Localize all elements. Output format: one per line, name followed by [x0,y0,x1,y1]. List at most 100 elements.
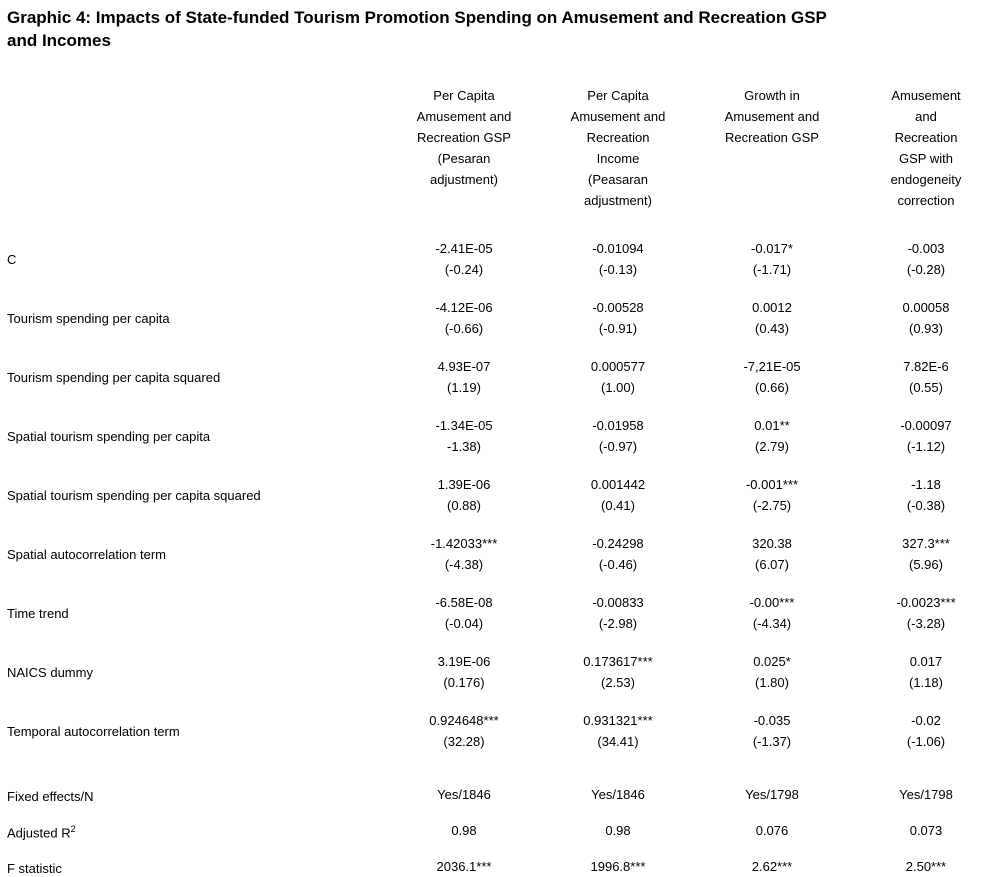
cell: 7.82E-6 (0.55) [849,356,1003,415]
coefficient-value: -1.34E-05 [435,418,493,433]
cell: -1.42033*** (-4.38) [387,533,541,592]
t-statistic: -1.38) [447,439,481,454]
t-statistic: (2.53) [601,675,635,690]
coefficient-value: -1.42033*** [430,536,498,551]
t-statistic: (34.41) [597,734,639,749]
cell: 0.001442 (0.41) [541,474,695,533]
t-statistic: (-0.97) [598,439,638,454]
coefficient-value: 1.39E-06 [437,477,491,492]
table-row: Spatial autocorrelation term -1.42033*** (… [7,533,1003,592]
table-body: C -2.41E-05 (-0.24) -0.01094 (-0.13) -0.017* (… [7,238,1003,877]
coefficient-value: 0.00058 [902,300,950,315]
summary-value: 0.073 [909,823,943,838]
t-statistic: (2.79) [755,439,789,454]
t-statistic: (1.00) [601,380,635,395]
coefficient-value: 3.19E-06 [437,654,491,669]
cell: 0.025* (1.80) [695,651,849,710]
summary-value: 0.98 [605,823,631,838]
table-row: NAICS dummy 3.19E-06 (0.176) 0.173617*** (2.… [7,651,1003,710]
t-statistic: (6.07) [755,557,789,572]
summary-value: Yes/1846 [437,787,491,802]
summary-value: 2.62*** [751,859,793,874]
summary-value: 0.98 [451,823,477,838]
t-statistic: (0.176) [443,675,485,690]
t-statistic: (0.43) [755,321,789,336]
table-row: Tourism spending per capita squared 4.93E… [7,356,1003,415]
coefficient-value: -0.00097 [900,418,952,433]
cell: -0.00097 (-1.12) [849,415,1003,474]
coefficient-value: -0.00*** [749,595,795,610]
cell: -7,21E-05 (0.66) [695,356,849,415]
cell: -0.0023*** (-3.28) [849,592,1003,651]
t-statistic: (-4.34) [752,616,792,631]
column-header: Growth in Amusement and Recreation GSP [724,88,820,145]
column-header: Per Capita Amusement and Recreation GSP … [416,88,512,187]
column-header: Per Capita Amusement and Recreation Inco… [570,88,666,208]
cell: -2.41E-05 (-0.24) [387,238,541,297]
cell: 0.0012 (0.43) [695,297,849,356]
t-statistic: (-4.38) [444,557,484,572]
cell: 4.93E-07 (1.19) [387,356,541,415]
cell: 0.00058 (0.93) [849,297,1003,356]
coefficient-value: 4.93E-07 [437,359,491,374]
table-row: Spatial tourism spending per capita -1.34… [7,415,1003,474]
t-statistic: (-1.37) [752,734,792,749]
t-statistic: (-3.28) [906,616,946,631]
cell: 0.931321*** (34.41) [541,710,695,769]
cell: 320.38 (6.07) [695,533,849,592]
row-label: F statistic [7,841,387,877]
table-row: C -2.41E-05 (-0.24) -0.01094 (-0.13) -0.017* (… [7,238,1003,297]
header-row: Per Capita Amusement and Recreation GSP … [7,85,1003,238]
table-row: Temporal autocorrelation term 0.924648***… [7,710,1003,769]
t-statistic: (1.19) [447,380,481,395]
row-label-text: Adjusted R [7,825,71,840]
row-label: Tourism spending per capita [7,310,170,326]
cell: 3.19E-06 (0.176) [387,651,541,710]
coefficient-value: -0.00528 [592,300,644,315]
cell: -0.01958 (-0.97) [541,415,695,474]
table-row: Time trend -6.58E-08 (-0.04) -0.00833 (-2.98… [7,592,1003,651]
coefficient-value: -2.41E-05 [435,241,493,256]
t-statistic: (0.88) [447,498,481,513]
t-statistic: (0.93) [909,321,943,336]
coefficient-value: -6.58E-08 [435,595,493,610]
row-label-superscript: 2 [70,823,76,834]
summary-value: 0.076 [755,823,789,838]
corner-cell [7,85,387,238]
t-statistic: (-0.24) [444,262,484,277]
page-title: Graphic 4: Impacts of State-funded Touri… [7,8,827,50]
t-statistic: (32.28) [443,734,485,749]
cell: 0.924648*** (32.28) [387,710,541,769]
table-row: Spatial tourism spending per capita squa… [7,474,1003,533]
row-label: Time trend [7,605,69,621]
cell: -0.017* (-1.71) [695,238,849,297]
coefficient-value: -0.02 [911,713,941,728]
coefficient-value: -0.24298 [592,536,644,551]
row-label: C [7,251,17,267]
row-label: NAICS dummy [7,664,93,680]
cell: -1.34E-05 -1.38) [387,415,541,474]
cell: -0.00528 (-0.91) [541,297,695,356]
coefficient-value: 0.017 [909,654,943,669]
coefficient-value: -0.0023*** [896,595,956,610]
t-statistic: (-0.91) [598,321,638,336]
coefficient-value: 0.173617*** [583,654,653,669]
t-statistic: (-0.38) [906,498,946,513]
coefficient-value: -0.035 [753,713,791,728]
cell: 327.3*** (5.96) [849,533,1003,592]
row-label: Temporal autocorrelation term [7,723,180,739]
cell: -4.12E-06 (-0.66) [387,297,541,356]
t-statistic: (-1.71) [752,262,792,277]
cell: -1.18 (-0.38) [849,474,1003,533]
summary-row: Adjusted R2 0.98 0.98 0.076 0.073 [7,805,1003,841]
cell: 0.000577 (1.00) [541,356,695,415]
cell: -0.035 (-1.37) [695,710,849,769]
coefficient-value: -0.01958 [592,418,644,433]
t-statistic: (-2.75) [752,498,792,513]
cell: 1.39E-06 (0.88) [387,474,541,533]
coefficient-value: 0.01** [754,418,790,433]
coefficient-value: -1.18 [911,477,941,492]
t-statistic: (0.55) [909,380,943,395]
cell: -0.24298 (-0.46) [541,533,695,592]
column-header: Amusement and Recreation GSP with endoge… [890,88,962,208]
